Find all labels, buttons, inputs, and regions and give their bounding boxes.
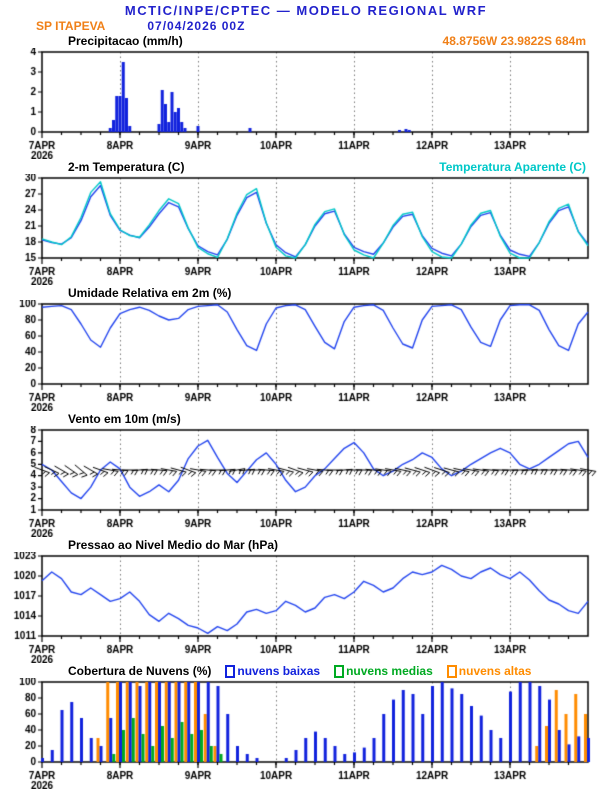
precipitation-chart: [0, 48, 612, 159]
wind-panel-header: Vento em 10m (m/s): [0, 411, 612, 426]
high-clouds-swatch-icon: [446, 664, 457, 678]
temperature-chart: [0, 174, 612, 285]
low-clouds-label: nuvens baixas: [237, 664, 321, 678]
header-subline: SP ITAPEVA 07/04/2026 00Z: [0, 19, 612, 33]
temperature-title: 2-m Temperatura (C): [68, 160, 185, 174]
station-coordinates: 48.8756W 23.9822S 684m: [442, 34, 586, 48]
pressure-title: Pressao ao Nivel Medio do Mar (hPa): [68, 538, 279, 552]
pressure-panel-header: Pressao ao Nivel Medio do Mar (hPa): [0, 537, 612, 552]
legend-high-clouds: nuvens altas: [446, 664, 532, 678]
wind-title: Vento em 10m (m/s): [68, 412, 181, 426]
legend-low-clouds: nuvens baixas: [225, 664, 320, 678]
low-clouds-swatch-icon: [225, 664, 236, 678]
cloud-legend: nuvens baixas nuvens medias nuvens altas: [225, 664, 531, 678]
humidity-panel-header: Umidade Relativa em 2m (%): [0, 285, 612, 300]
temperature-panel-header: 2-m Temperatura (C) Temperatura Aparente…: [0, 159, 612, 174]
wind-chart: [0, 426, 612, 537]
page-title: MCTIC/INPE/CPTEC — MODELO REGIONAL WRF: [124, 3, 488, 18]
precipitation-title: Precipitacao (mm/h): [68, 34, 183, 48]
humidity-title: Umidade Relativa em 2m (%): [68, 286, 232, 300]
model-run-datetime: 07/04/2026 00Z: [147, 19, 246, 33]
cloud-panel-header: Cobertura de Nuvens (%) nuvens baixas nu…: [0, 663, 612, 678]
station-name: SP ITAPEVA: [36, 19, 106, 33]
legend-mid-clouds: nuvens medias: [334, 664, 433, 678]
humidity-chart: [0, 300, 612, 411]
cloud-cover-chart: [0, 678, 612, 789]
mid-clouds-swatch-icon: [334, 664, 345, 678]
high-clouds-label: nuvens altas: [458, 664, 532, 678]
mid-clouds-label: nuvens medias: [346, 664, 433, 678]
apparent-temperature-label: Temperatura Aparente (C): [439, 160, 586, 174]
cloud-title: Cobertura de Nuvens (%): [68, 664, 212, 678]
precipitation-panel-header: Precipitacao (mm/h) 48.8756W 23.9822S 68…: [0, 33, 612, 48]
pressure-chart: [0, 552, 612, 663]
